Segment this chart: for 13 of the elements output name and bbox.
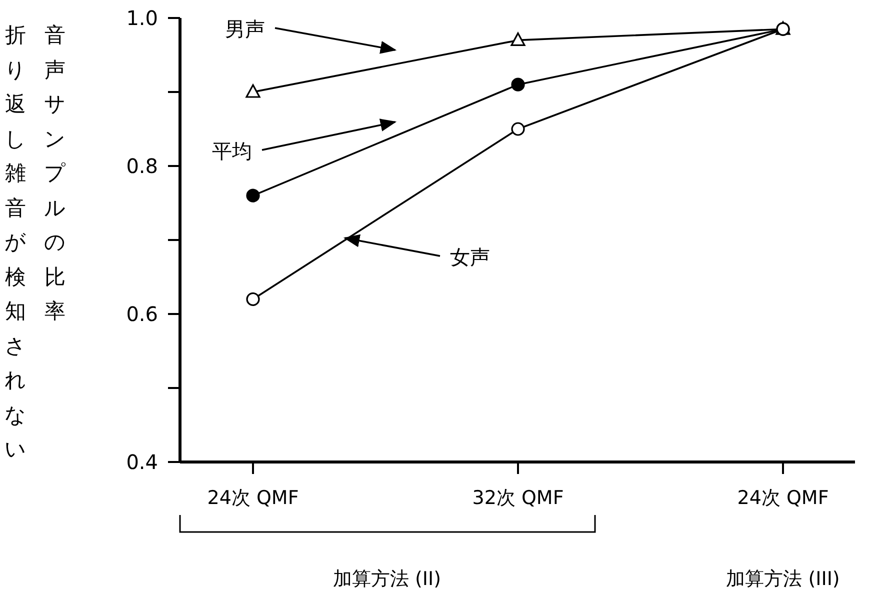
series-label: 平均 [212,139,252,163]
text: 男声 [225,17,265,41]
x-tick-label: 32次 QMF [472,487,564,509]
y-tick-label: 0.8 [126,154,158,178]
text: 加算方法 (II) [332,568,442,590]
y-tick-label: 0.6 [126,302,158,326]
x-tick-label: 24次 QMF [207,487,299,509]
y-tick-label: 1.0 [126,6,158,30]
y-tick-label: 0.4 [126,450,158,474]
x-tick-label: 24次 QMF [737,487,829,509]
text: 折り返し雑音が検知されない音声サンプルの比率 [4,23,66,461]
text: 加算方法 (III) [726,568,840,590]
legend-label: 女声 [450,245,490,269]
